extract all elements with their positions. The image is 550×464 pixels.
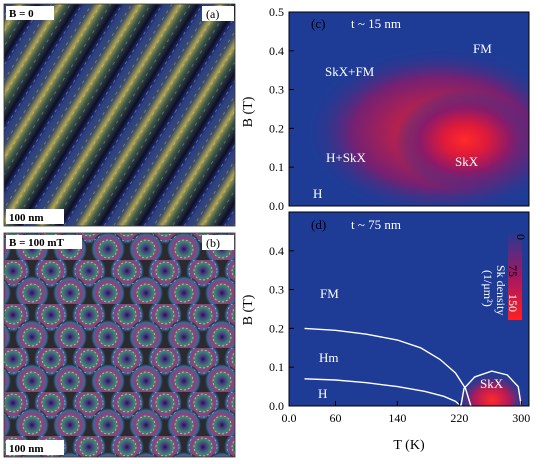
colorbar-tick-1: 75 [506, 265, 520, 277]
xlabel-d: T (K) [393, 438, 425, 453]
ytick-label: 0.0 [269, 199, 284, 213]
colorbar-unit: (1/μm²) [481, 270, 495, 307]
annotation-c: t ~ 15 nm [351, 16, 401, 31]
yticks-d: 0.0 0.1 0.2 0.3 0.4 [269, 244, 294, 413]
phase-label-c-2: H+SkX [326, 150, 366, 165]
phase-label-d-1: Hm [319, 350, 339, 365]
phase-label-c-4: H [313, 186, 322, 201]
ytick-label: 0.1 [269, 360, 284, 374]
ytick-label: 0.0 [269, 399, 284, 413]
panel-tag-a: (a) [206, 7, 219, 21]
xticks-d: 0.0 60 140 220 300 [282, 401, 530, 425]
ytick-label: 0.2 [269, 121, 284, 135]
field-label-box [6, 6, 54, 20]
boundary-SkX [460, 370, 522, 407]
heatmap-d-skx-region [456, 372, 528, 406]
phase-label-c-3: SkX [455, 154, 479, 169]
ytick-label: 0.3 [269, 283, 284, 297]
xtick-label: 220 [450, 411, 468, 425]
colorbar-tick-2: 150 [506, 294, 520, 312]
axes-c-frame [288, 11, 530, 207]
ylabel-d: B (T) [241, 294, 256, 325]
panel-c: (c) t ~ 15 nm FM SkX+FM H+SkX SkX H B (T… [241, 5, 530, 213]
xtick-label: 0.0 [282, 411, 297, 425]
xtick-label: 60 [329, 411, 341, 425]
phase-label-c-1: SkX+FM [325, 64, 375, 79]
panel-d: (d) t ~ 75 nm FM Hm H SkX 0 75 150 Sk de… [241, 211, 530, 453]
field-label-box [6, 235, 82, 249]
xtick-label: 140 [388, 411, 406, 425]
field-label-b: B = 100 mT [9, 237, 65, 249]
colorbar-title: Sk density [494, 265, 508, 315]
ytick-label: 0.5 [269, 5, 284, 19]
scalebar-box [6, 209, 64, 224]
panel-tag-b: (b) [206, 236, 220, 250]
ytick-label: 0.4 [269, 244, 284, 258]
scalebar-label-a: 100 nm [9, 212, 44, 224]
ytick-label: 0.4 [269, 44, 284, 58]
phase-label-d-0: FM [320, 286, 339, 301]
colorbar-gradient [508, 230, 522, 320]
annotation-d: t ~ 75 nm [351, 217, 401, 232]
phase-label-c-0: FM [473, 41, 492, 56]
axes-d-frame [288, 211, 530, 407]
phase-label-d-3: SkX [480, 376, 504, 391]
ytick-label: 0.1 [269, 160, 284, 174]
stripe-image [4, 4, 235, 226]
tag-box [202, 235, 234, 250]
phase-boundaries-d [304, 327, 522, 407]
panel-tag-d: (d) [311, 217, 326, 232]
scalebar-box [6, 440, 64, 455]
ytick-label: 0.2 [269, 321, 284, 335]
yticks-c: 0.0 0.1 0.2 0.3 0.4 0.5 [269, 5, 294, 213]
colorbar-tick-0: 0 [514, 234, 528, 240]
ylabel-c: B (T) [241, 96, 256, 127]
skyrmion-image [4, 233, 235, 457]
panel-b: B = 100 mT (b) 100 nm [3, 232, 236, 458]
boundary-H-Hm [304, 378, 462, 407]
phase-label-d-2: H [318, 386, 327, 401]
panel-a: B = 0 (a) 100 nm [3, 3, 236, 227]
colorbar: 0 75 150 Sk density (1/μm²) [481, 230, 528, 320]
field-label-a: B = 0 [9, 8, 34, 20]
panel-tag-c: (c) [311, 16, 325, 31]
boundary-Hm-FM [304, 327, 472, 407]
xtick-label: 300 [512, 411, 530, 425]
tag-box [202, 6, 234, 21]
ytick-label: 0.3 [269, 83, 284, 97]
scalebar-label-b: 100 nm [9, 443, 44, 455]
heatmap-c-skx-region [395, 90, 529, 190]
